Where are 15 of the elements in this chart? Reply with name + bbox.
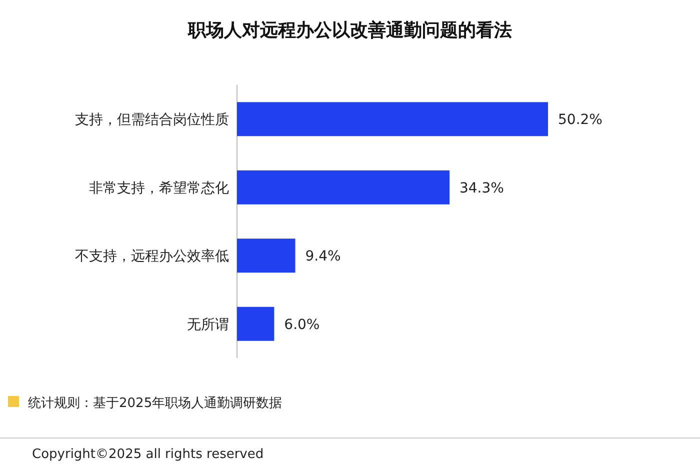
bar <box>237 238 296 273</box>
data-label: 34.3% <box>459 180 504 196</box>
y-tick-label: 不支持，远程办公效率低 <box>75 248 229 265</box>
bar <box>237 170 450 204</box>
y-tick-label: 支持，但需结合岗位性质 <box>75 112 229 128</box>
bar <box>237 306 274 341</box>
chart-title: 职场人对远程办公以改善通勤问题的看法 <box>187 20 512 41</box>
data-label: 6.0% <box>284 316 320 333</box>
bar <box>237 102 548 136</box>
data-label: 50.2% <box>558 112 602 128</box>
data-label: 9.4% <box>305 248 341 265</box>
text: Copyright©2025 all rights reserved <box>32 447 264 462</box>
y-tick-label: 无所谓 <box>187 316 229 333</box>
y-tick-label: 非常支持，希望常态化 <box>89 180 229 196</box>
text: 统计规则：基于2025年职场人通勤调研数据 <box>28 396 282 411</box>
